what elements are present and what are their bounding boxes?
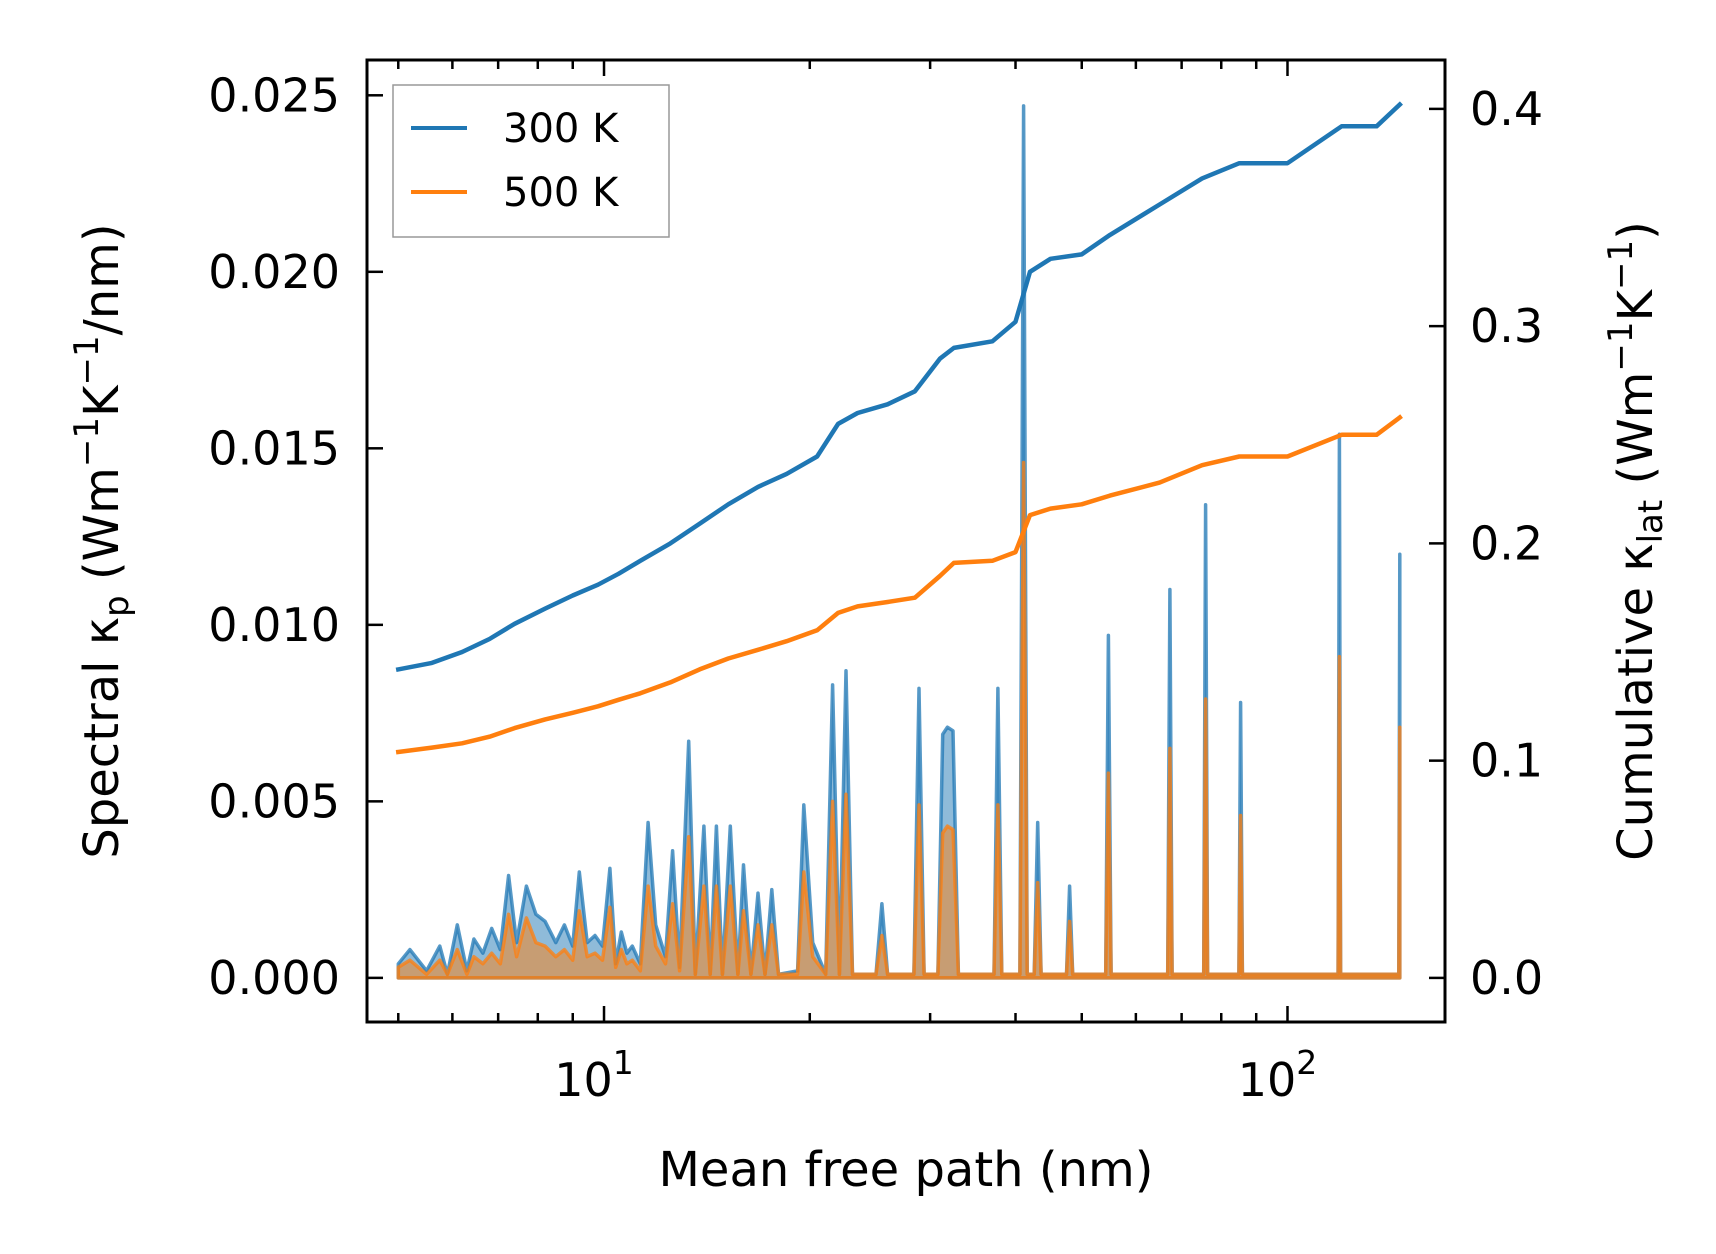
legend: 300 K 500 K <box>392 84 670 238</box>
left-y-tick-label: 0.020 <box>208 245 340 299</box>
left-y-tick-label: 0.005 <box>208 774 340 828</box>
left-y-tick-label: 0.010 <box>208 598 340 652</box>
x-tick-label: 102 <box>1238 1043 1318 1107</box>
spectral-area-500k <box>396 460 1402 980</box>
cumulative-line-300k <box>395 101 1403 673</box>
legend-label-500k: 500 K <box>503 170 620 216</box>
plot-frame <box>365 58 1447 1024</box>
left-y-tick-label: 0.000 <box>208 951 340 1005</box>
left-y-axis-title: Spectral κp (Wm−1K−1/nm) <box>67 223 137 858</box>
right-y-tick-label: 0.0 <box>1470 951 1543 1005</box>
legend-label-300k: 300 K <box>503 106 620 152</box>
left-y-tick-label: 0.025 <box>208 68 340 122</box>
right-y-axis-title: Cumulative κlat (Wm−1K−1) <box>1601 221 1671 861</box>
cumulative-lines <box>395 101 1403 755</box>
right-y-tick-label: 0.2 <box>1470 516 1543 570</box>
x-tick-label: 101 <box>554 1043 634 1107</box>
right-y-tick-label: 0.4 <box>1470 82 1543 136</box>
legend-box <box>392 84 670 238</box>
spectral-fill-areas <box>396 104 1402 980</box>
right-y-tick-label: 0.1 <box>1470 734 1543 788</box>
left-y-tick-label: 0.015 <box>208 421 340 475</box>
cumulative-line-500k <box>395 414 1403 755</box>
right-y-tick-label: 0.3 <box>1470 299 1543 353</box>
tick-labels: 101 102 0.000 0.005 0.010 0.015 0.020 0.025 0.0 0… <box>208 68 1543 1107</box>
x-axis-title: Mean free path (nm) <box>659 1142 1154 1198</box>
